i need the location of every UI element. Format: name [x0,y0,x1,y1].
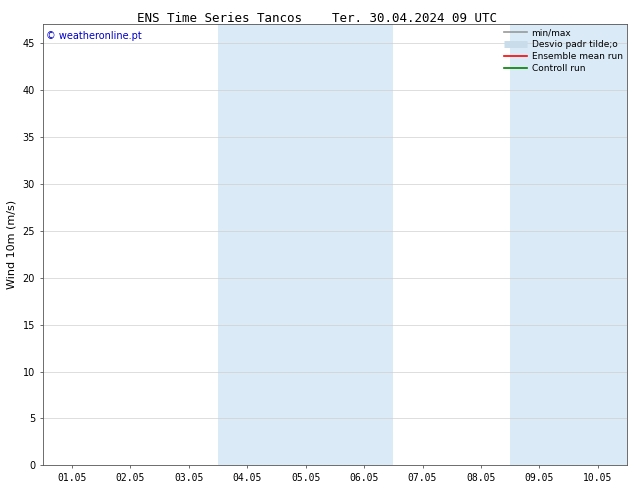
Bar [510,24,627,465]
Text: © weatheronline.pt: © weatheronline.pt [46,31,141,41]
Bar [218,24,393,465]
Text: ENS Time Series Tancos    Ter. 30.04.2024 09 UTC: ENS Time Series Tancos Ter. 30.04.2024 0… [137,12,497,25]
Legend: min/max, Desvio padr tilde;o, Ensemble mean run, Controll run: min/max, Desvio padr tilde;o, Ensemble m… [505,28,623,73]
Y-axis label: Wind 10m (m/s): Wind 10m (m/s) [7,200,17,289]
